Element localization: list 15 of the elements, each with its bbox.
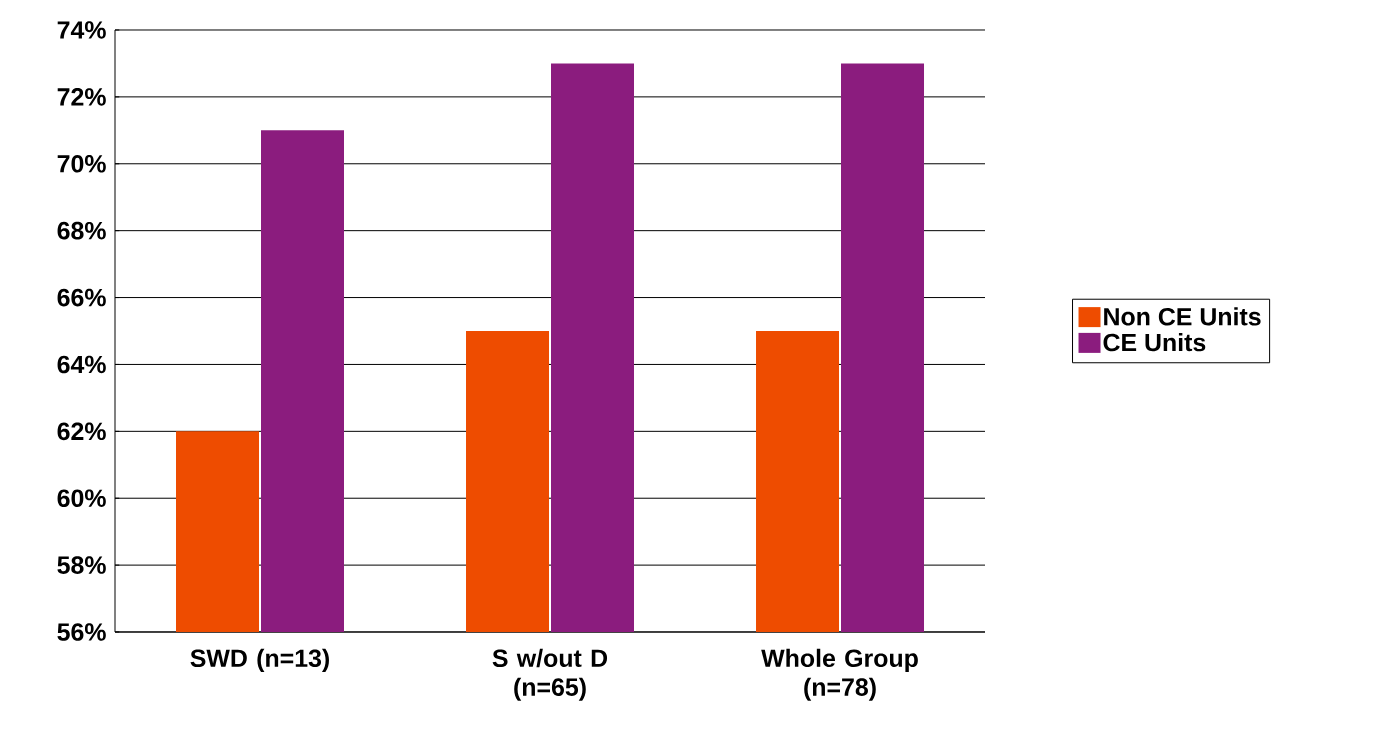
x-tick-label: S w/out D (n=65) xyxy=(492,648,608,701)
y-tick-label: 56% xyxy=(57,623,106,641)
x-tick-label: SWD (n=13) xyxy=(190,648,329,672)
y-tick-label: 66% xyxy=(57,288,106,307)
y-tick-label: 58% xyxy=(57,556,106,574)
y-tick-label: 74% xyxy=(57,21,106,39)
y-tick-label: 60% xyxy=(57,489,106,508)
y-tick-label: 68% xyxy=(57,221,106,240)
y-tick-label: 72% xyxy=(57,88,106,106)
y-tick-label: 70% xyxy=(57,154,106,173)
y-tick-label: 64% xyxy=(57,355,106,374)
x-tick-label: Whole Group (n=78) xyxy=(761,648,918,701)
legend-label: Non CE Units xyxy=(1104,307,1261,326)
legend-label: CE Units xyxy=(1103,332,1206,352)
y-tick-label: 62% xyxy=(57,422,106,441)
